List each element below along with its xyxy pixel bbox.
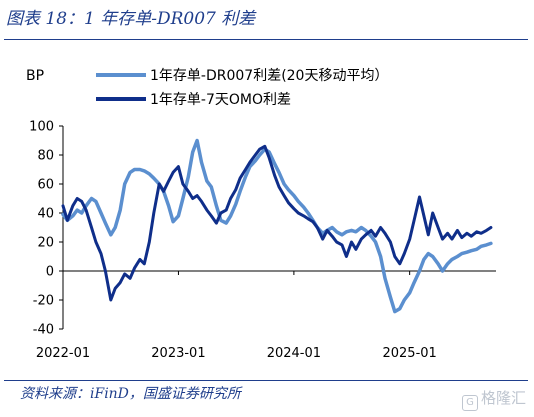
- y-tick-label: 80: [37, 149, 54, 164]
- x-axis: 2022-01 2023-01 2024-01 2025-01: [36, 270, 496, 361]
- y-axis: -40 -20 0 20 40 60 80 100: [29, 120, 64, 338]
- y-tick-label: 100: [29, 120, 54, 135]
- chart: BP -40 -20 0 20 40 60 80 100 2022-01 2023-01 2024…: [26, 68, 496, 361]
- y-tick-label: -40: [33, 323, 54, 338]
- series-line-1: [61, 138, 493, 314]
- title-rule: [4, 39, 528, 40]
- footer-rule: [4, 380, 528, 381]
- chart-title: 图表 18：1 年存单-DR007 利差: [6, 9, 256, 29]
- y-tick-label: 0: [46, 265, 54, 280]
- legend: 1年存单-DR007利差(20天移动平均） 1年存单-7天OMO利差: [96, 68, 388, 108]
- y-tick-label: 40: [37, 207, 54, 222]
- y-tick-label: -20: [33, 294, 54, 309]
- legend-label-1: 1年存单-DR007利差(20天移动平均）: [150, 68, 388, 84]
- x-tick-label: 2022-01: [36, 346, 90, 361]
- series-line-2: [61, 144, 493, 302]
- watermark-icon: G: [461, 395, 478, 411]
- watermark: G 格隆汇: [461, 387, 526, 411]
- x-tick-label: 2023-01: [151, 346, 205, 361]
- chart-lines: [61, 138, 493, 314]
- legend-label-2: 1年存单-7天OMO利差: [150, 92, 291, 108]
- y-axis-label: BP: [26, 68, 44, 84]
- y-tick-label: 20: [37, 236, 54, 251]
- x-tick-label: 2025-01: [382, 346, 436, 361]
- y-tick-label: 60: [37, 178, 54, 193]
- source-note: 资料来源：iFinD，国盛证券研究所: [20, 386, 241, 402]
- x-tick-label: 2024-01: [267, 346, 321, 361]
- watermark-text: 格隆汇: [480, 389, 526, 407]
